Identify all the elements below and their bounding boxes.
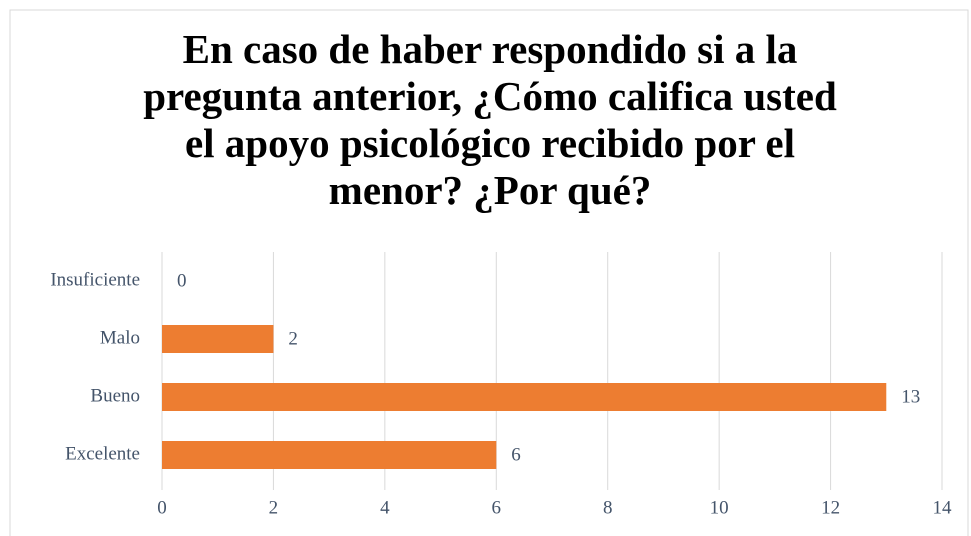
x-tick-label: 8	[603, 497, 613, 518]
x-tick-label: 4	[380, 497, 390, 518]
x-tick-label: 10	[710, 497, 729, 518]
y-tick-label: Malo	[100, 327, 140, 348]
data-label: 2	[288, 328, 298, 349]
y-tick-label: Bueno	[90, 385, 140, 406]
y-tick-label: Insuficiente	[50, 269, 140, 290]
x-tick-label: 12	[821, 497, 840, 518]
data-label: 13	[901, 386, 920, 407]
chart-title: En caso de haber respondido si a la preg…	[143, 26, 837, 213]
data-label: 6	[511, 444, 521, 465]
bar	[162, 325, 274, 353]
x-tick-label: 0	[157, 497, 167, 518]
x-tick-label: 6	[492, 497, 502, 518]
x-tick-label: 14	[933, 497, 953, 518]
bar	[162, 383, 887, 411]
data-label: 0	[177, 270, 187, 291]
bar	[162, 441, 497, 469]
y-tick-label: Excelente	[65, 443, 140, 464]
x-tick-label: 2	[269, 497, 279, 518]
chart-border	[9, 9, 969, 536]
